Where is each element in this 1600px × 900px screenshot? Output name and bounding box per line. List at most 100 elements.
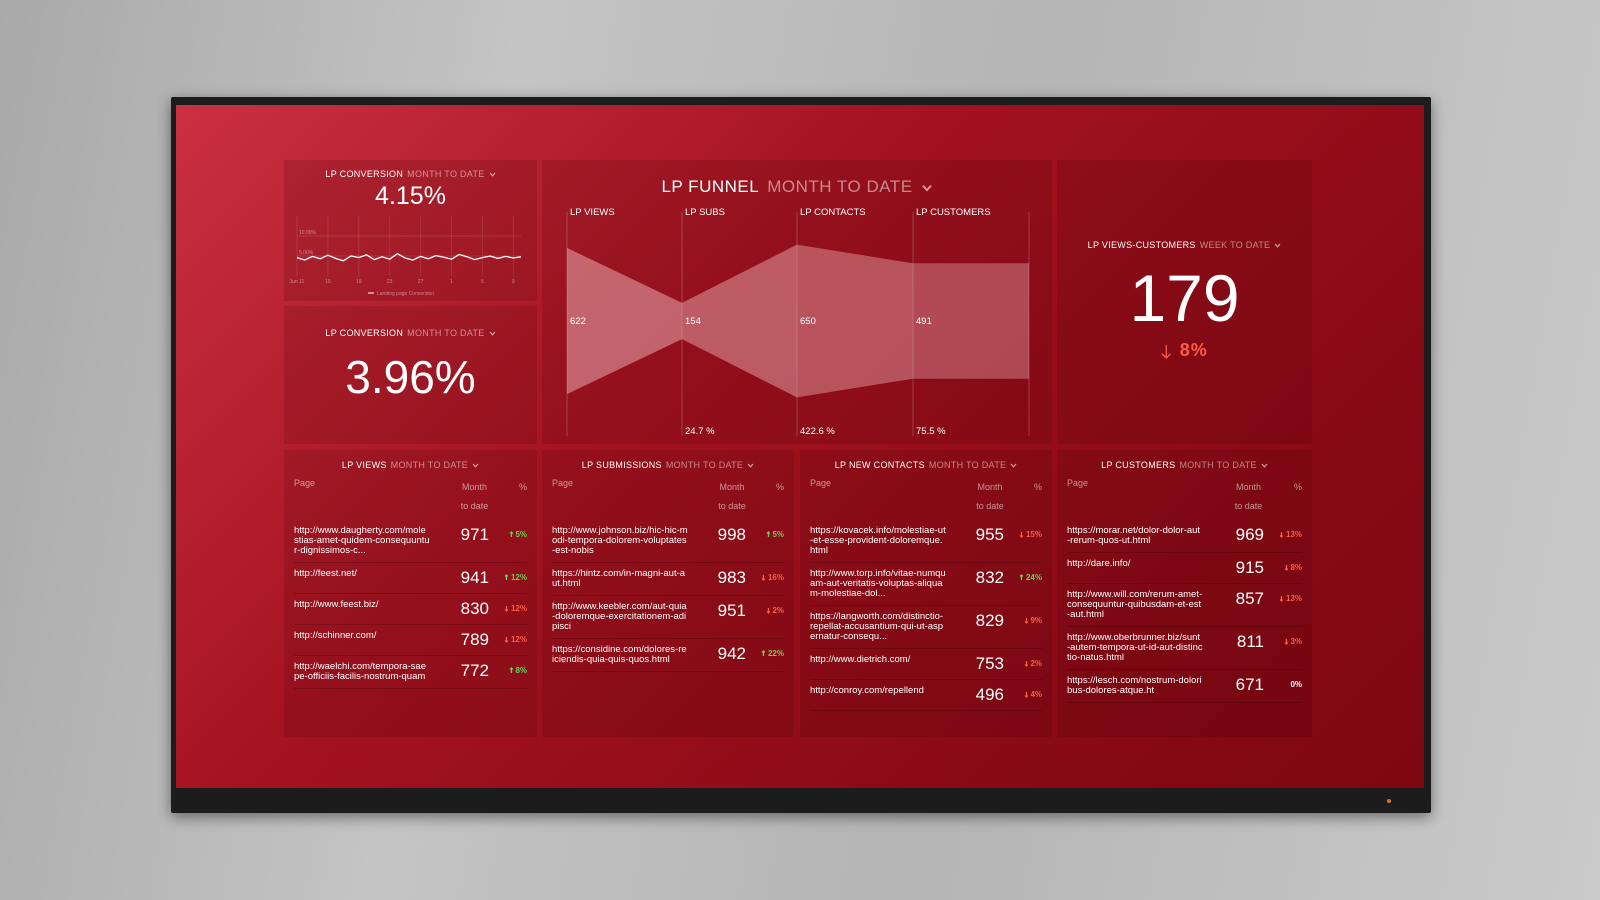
row-change: 24% [1008, 569, 1042, 587]
x-tick-label: 23 [387, 279, 393, 285]
widget-title: LP CONVERSION [325, 328, 404, 338]
funnel-segment [913, 263, 1029, 379]
page-url: http://dare.info/ [1067, 558, 1131, 569]
widget-period: MONTH TO DATE [407, 328, 485, 338]
arrow [1279, 532, 1284, 539]
widget-header: LP NEW CONTACTS MONTH TO DATE [800, 460, 1052, 470]
page-url: http://waelchi.com/tempora-saepe-officii… [294, 661, 427, 682]
page-url: https://langworth.com/distinctio-repella… [810, 611, 944, 642]
row-value: 942 [717, 644, 746, 663]
dropdown-chevron [1261, 463, 1268, 468]
table-header: Page Month to date% [552, 478, 784, 520]
row-value: 857 [1235, 589, 1264, 608]
change-value: 16% [767, 573, 784, 582]
chevron-line [747, 463, 754, 468]
widget-title: LP CONVERSION [325, 169, 404, 179]
widget-header: LP CONVERSION MONTH TO DATE [284, 169, 537, 179]
page-url: https://considine.com/dolores-reiciendis… [552, 644, 687, 665]
row-change: 2% [1008, 655, 1042, 673]
table-row: http://www.feest.biz/830 12% [294, 594, 527, 625]
step-name: LP CUSTOMERS [916, 207, 991, 218]
column-header: % [518, 482, 527, 492]
arrow-up [766, 531, 770, 538]
step-name: LP VIEWS [570, 207, 615, 218]
table-row: https://morar.net/dolor-dolor-aut-rerum-… [1067, 520, 1302, 553]
table-widget: LP VIEWS MONTH TO DATE Page Month to date% h… [284, 450, 537, 737]
table-header: Page Month to date% [294, 478, 527, 520]
widget-period: MONTH TO DATE [390, 460, 469, 470]
dropdown-chevron [921, 184, 932, 192]
row-change: 4% [1008, 686, 1042, 704]
x-tick-label: 27 [418, 279, 424, 285]
row-change: 0% [1268, 676, 1302, 694]
arrow-down [1019, 532, 1024, 539]
arrow-down [1024, 692, 1028, 699]
page-url: http://www.oberbrunner.biz/sunt-autem-te… [1067, 632, 1203, 663]
arrow [504, 606, 509, 613]
arrow-down [1279, 532, 1284, 539]
table-row: http://www.torp.info/vitae-numquam-aut-v… [810, 563, 1042, 606]
page-url: http://www.dietrich.com/ [810, 654, 911, 665]
column-header: Month to date [1234, 482, 1263, 511]
page-url: http://www.keebler.com/aut-quia-doloremq… [552, 601, 687, 632]
row-value: 983 [717, 568, 746, 587]
row-change: 5% [750, 526, 784, 544]
arrow-down [1024, 618, 1028, 625]
table-row: http://conroy.com/repellend 496 4% [810, 680, 1042, 711]
table-row: http://schinner.com/789 12% [294, 625, 527, 656]
arrow-up [761, 650, 766, 657]
table: Page Month to date% http://www.daugherty.c… [294, 478, 527, 737]
widget-period: WEEK TO DATE [1199, 240, 1271, 250]
funnel-chart: LP VIEWS 622 LP SUBS 154 24.7 % LP CONTACTS 65… [566, 207, 1030, 437]
row-value: 971 [460, 525, 489, 544]
arrow-up [1019, 574, 1024, 581]
widget-period: MONTH TO DATE [1179, 460, 1257, 470]
arrow [1161, 344, 1172, 359]
arrow-down [1161, 344, 1172, 359]
arrow [766, 608, 770, 615]
arrow-head [509, 531, 513, 535]
x-tick-label: 1 [450, 279, 453, 285]
dropdown-chevron [1010, 463, 1017, 468]
widget-title: LP SUBMISSIONS [581, 460, 662, 470]
chevron-line [1261, 463, 1268, 468]
step-conversion: 422.6 % [800, 426, 835, 437]
legend-label: Landing page Conversion [377, 291, 434, 297]
change-value: 3% [1290, 637, 1302, 646]
column-header: % [1293, 482, 1302, 492]
page-url: http://feest.net/ [294, 568, 357, 579]
row-change: 9% [1008, 612, 1042, 630]
arrow-down [766, 608, 770, 615]
row-change: 2% [750, 602, 784, 620]
widget-header: LP CUSTOMERS MONTH TO DATE [1057, 460, 1312, 470]
row-change: 8% [1268, 559, 1302, 577]
y-tick-label: 10.00% [299, 230, 317, 236]
arrow [1279, 596, 1284, 603]
row-change: 13% [1268, 526, 1302, 544]
arrow-head [504, 609, 509, 613]
widget-period: MONTH TO DATE [665, 460, 744, 470]
change-value: 22% [767, 649, 784, 658]
row-value: 671 [1235, 675, 1264, 694]
chevron-line [489, 331, 496, 336]
arrow-down [1279, 596, 1284, 603]
arrow-head [1161, 353, 1172, 359]
arrow-up [509, 531, 513, 538]
table: Page Month to date% https://morar.net/dolo… [1067, 478, 1302, 737]
column-header: Page [294, 478, 316, 488]
arrow-head [1019, 535, 1024, 539]
change-value: 24% [1025, 573, 1042, 582]
widget-header: LP SUBMISSIONS MONTH TO DATE [542, 460, 794, 470]
table-row: https://kovacek.info/molestiae-ut-et-ess… [810, 520, 1042, 563]
row-change: 5% [493, 526, 527, 544]
page-url: http://www.daugherty.com/molestias-amet-… [294, 525, 430, 556]
page-url: http://www.johnson.biz/hic-hic-modi-temp… [552, 525, 688, 556]
column-header: Month to date [976, 482, 1004, 511]
table-row: https://hintz.com/in-magni-aut-aut.html 9… [552, 563, 784, 596]
column-header: Month to date [718, 482, 746, 511]
table-widget: LP CUSTOMERS MONTH TO DATE Page Month to da… [1057, 450, 1312, 737]
chevron-line [1274, 243, 1281, 248]
dropdown-chevron [747, 463, 754, 468]
x-tick-label: 5 [481, 279, 484, 285]
